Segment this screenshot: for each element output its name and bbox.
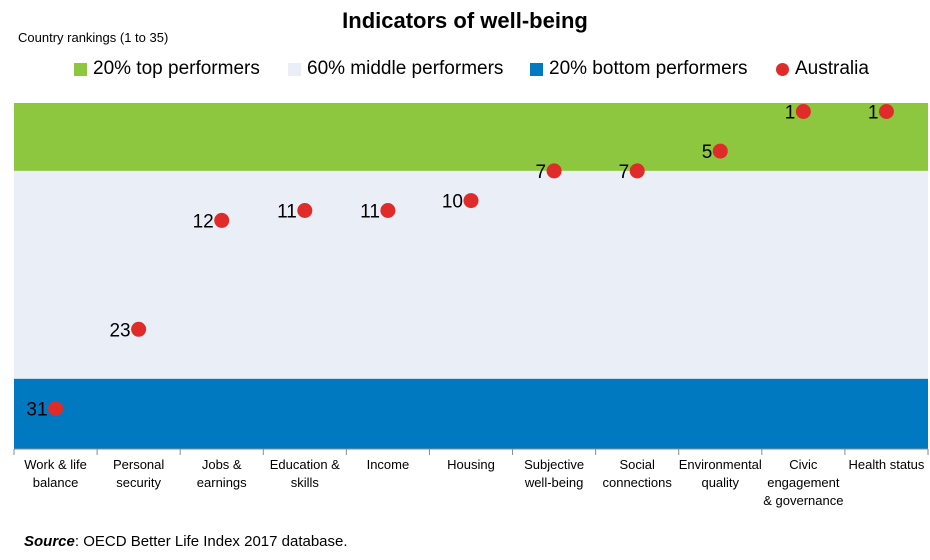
data-point-australia [712, 143, 728, 159]
legend-label-bottom: 20% bottom performers [549, 58, 748, 79]
legend-marker-australia [776, 62, 789, 76]
legend-label-middle: 60% middle performers [307, 58, 504, 79]
legend-item-middle: 60% middle performers [288, 58, 503, 80]
x-tick-label: Social connections [602, 457, 672, 490]
x-tick-label: Income [367, 457, 410, 472]
band-bottom [14, 378, 928, 449]
data-label: 31 [26, 400, 47, 421]
source-note: Source: OECD Better Life Index 2017 data… [24, 533, 348, 550]
data-label: 10 [442, 192, 463, 213]
legend: 20% top performers 60% middle performers… [0, 58, 930, 86]
x-tick-label: Civic engagement & governance [763, 457, 843, 508]
chart-title: Indicators of well-being [342, 8, 588, 33]
data-point-australia [629, 163, 645, 179]
legend-item-bottom: 20% bottom performers [530, 58, 748, 80]
legend-label-top: 20% top performers [93, 58, 260, 79]
data-label: 1 [785, 103, 796, 124]
y-axis-label: Country rankings (1 to 35) [18, 30, 169, 45]
x-tick-label: Environmental quality [679, 457, 762, 490]
data-point-australia [131, 321, 147, 337]
data-label: 11 [277, 202, 297, 223]
data-label: 5 [702, 142, 713, 163]
legend-label-australia: Australia [795, 58, 869, 79]
source-label: Source [24, 533, 75, 550]
data-label: 1 [868, 103, 879, 124]
chart-plot: Work & life balance Personal security Jobs &… [13, 103, 929, 508]
data-point-australia [297, 203, 313, 218]
legend-swatch-top [74, 62, 87, 76]
source-text: : OECD Better Life Index 2017 database. [74, 533, 348, 550]
data-label: 7 [619, 162, 630, 183]
data-point-australia [214, 212, 230, 228]
data-point-australia [546, 163, 562, 179]
data-point-australia [380, 203, 396, 218]
x-tick-label: Subjective well-being [524, 457, 584, 490]
data-point-australia [48, 401, 64, 416]
x-tick-label: Health status [849, 457, 925, 472]
legend-swatch-middle [288, 62, 301, 76]
x-tick-label: Housing [447, 457, 495, 472]
data-label: 7 [536, 162, 547, 183]
data-label: 11 [360, 202, 380, 223]
data-point-australia [795, 104, 811, 119]
data-label: 23 [109, 320, 130, 341]
legend-swatch-bottom [530, 62, 543, 76]
data-point-australia [463, 193, 479, 209]
x-tick-label: Work & life balance [24, 457, 87, 490]
legend-item-top: 20% top performers [74, 58, 260, 80]
data-label: 12 [193, 211, 214, 232]
x-tick-label: Personal security [113, 457, 164, 490]
data-point-australia [878, 104, 894, 119]
band-top [14, 103, 928, 171]
x-tick-label: Education & skills [270, 457, 340, 490]
legend-item-australia: Australia [776, 58, 869, 80]
x-tick-label: Jobs & earnings [197, 457, 247, 490]
